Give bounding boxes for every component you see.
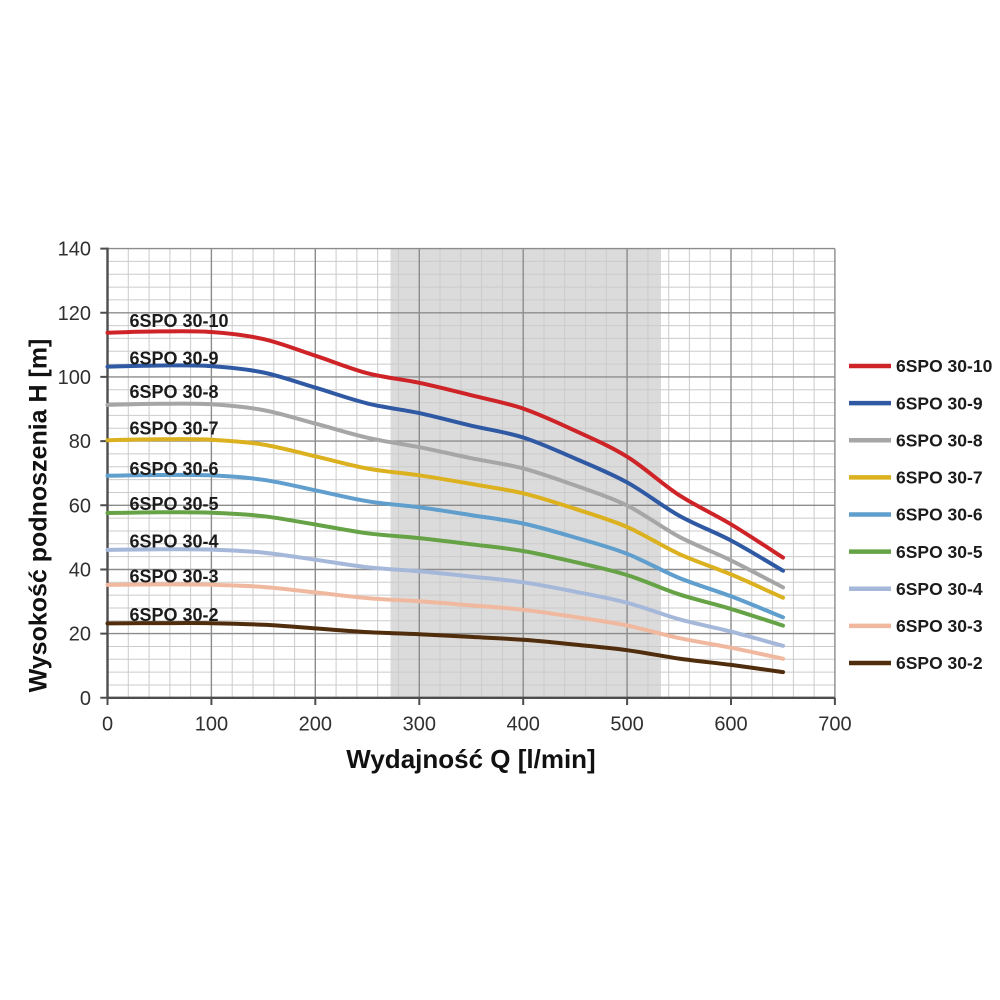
svg-text:6SPO 30-9: 6SPO 30-9	[130, 348, 219, 368]
svg-text:6SPO 30-3: 6SPO 30-3	[896, 616, 983, 636]
svg-text:120: 120	[58, 303, 91, 325]
svg-text:6SPO 30-6: 6SPO 30-6	[896, 505, 983, 525]
svg-text:Wydajność Q [l/min]: Wydajność Q [l/min]	[346, 744, 595, 774]
svg-text:700: 700	[818, 714, 851, 736]
svg-text:500: 500	[610, 714, 643, 736]
svg-text:100: 100	[58, 367, 91, 389]
svg-text:6SPO 30-10: 6SPO 30-10	[130, 311, 229, 331]
svg-text:20: 20	[69, 624, 91, 646]
svg-text:6SPO 30-9: 6SPO 30-9	[896, 393, 983, 413]
svg-text:6SPO 30-7: 6SPO 30-7	[130, 419, 219, 439]
svg-text:6SPO 30-4: 6SPO 30-4	[130, 532, 219, 552]
svg-text:400: 400	[507, 714, 540, 736]
svg-text:100: 100	[195, 714, 228, 736]
svg-text:6SPO 30-4: 6SPO 30-4	[896, 579, 983, 599]
svg-text:6SPO 30-5: 6SPO 30-5	[130, 494, 219, 514]
svg-text:6SPO 30-6: 6SPO 30-6	[130, 459, 219, 479]
svg-text:6SPO 30-2: 6SPO 30-2	[130, 605, 219, 625]
svg-text:6SPO 30-8: 6SPO 30-8	[130, 382, 219, 402]
svg-text:80: 80	[69, 431, 91, 453]
svg-text:300: 300	[403, 714, 436, 736]
svg-text:200: 200	[299, 714, 332, 736]
svg-text:6SPO 30-8: 6SPO 30-8	[896, 430, 983, 450]
svg-text:6SPO 30-5: 6SPO 30-5	[896, 542, 983, 562]
svg-text:60: 60	[69, 495, 91, 517]
svg-text:6SPO 30-10: 6SPO 30-10	[896, 356, 993, 376]
svg-text:0: 0	[102, 714, 113, 736]
svg-text:140: 140	[58, 239, 91, 261]
svg-text:40: 40	[69, 560, 91, 582]
svg-text:6SPO 30-2: 6SPO 30-2	[896, 653, 983, 673]
svg-text:600: 600	[714, 714, 747, 736]
svg-text:6SPO 30-3: 6SPO 30-3	[130, 567, 219, 587]
svg-text:Wysokość podnoszenia H [m]: Wysokość podnoszenia H [m]	[25, 339, 53, 693]
svg-text:6SPO 30-7: 6SPO 30-7	[896, 468, 983, 488]
svg-text:0: 0	[80, 688, 91, 710]
